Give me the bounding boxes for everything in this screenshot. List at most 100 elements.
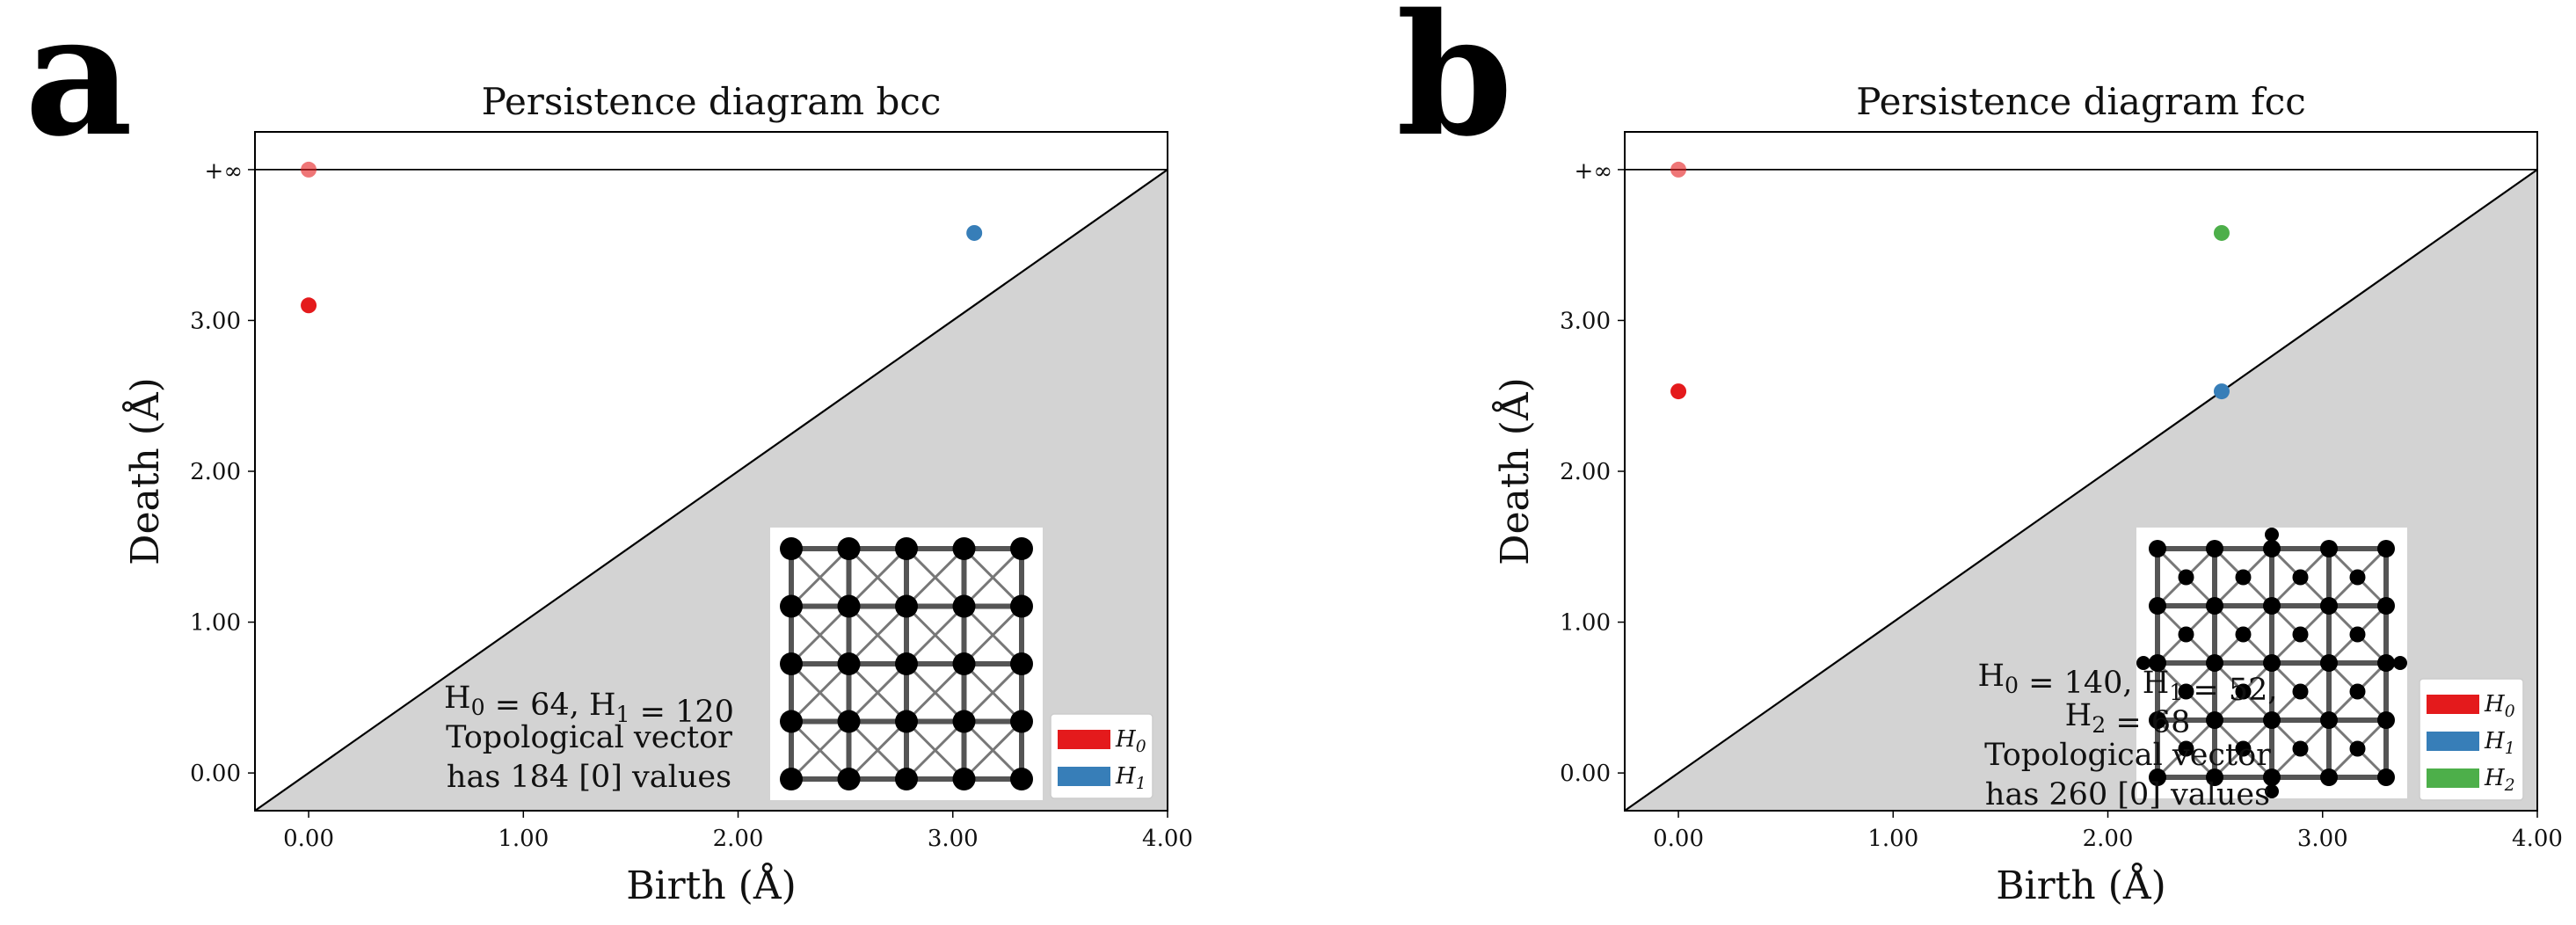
panel-letter-a: a bbox=[25, 0, 133, 173]
y-tick-label: 3.00 bbox=[190, 308, 241, 334]
y-tick-label-infinity: +∞ bbox=[1575, 158, 1612, 185]
x-tick-label: 1.00 bbox=[1867, 826, 1918, 852]
atom bbox=[2349, 683, 2366, 700]
y-tick-label-infinity: +∞ bbox=[205, 158, 243, 185]
atom bbox=[2265, 784, 2279, 798]
atom bbox=[2263, 768, 2281, 786]
atom bbox=[2265, 528, 2279, 542]
point-h2 bbox=[2213, 224, 2230, 241]
diagonal-line bbox=[1624, 168, 2538, 812]
legend-swatch-h0 bbox=[1058, 730, 1110, 749]
atom bbox=[1010, 537, 1033, 560]
legend-label-h1: H1 bbox=[2484, 728, 2515, 758]
x-tick-label: 2.00 bbox=[2083, 826, 2134, 852]
bond bbox=[963, 605, 1023, 666]
x-tick-label: 3.00 bbox=[928, 826, 979, 852]
x-tick-label: 0.00 bbox=[1653, 826, 1704, 852]
bond bbox=[790, 662, 850, 723]
point-h1 bbox=[966, 224, 983, 241]
atom bbox=[780, 710, 803, 733]
bond bbox=[905, 547, 965, 608]
atom bbox=[2235, 683, 2252, 700]
atom bbox=[1010, 594, 1033, 618]
y-tick-label: 2.00 bbox=[1560, 459, 1611, 485]
x-axis-label: Birth (Å) bbox=[626, 862, 797, 908]
point-h0 bbox=[1670, 161, 1687, 178]
atom bbox=[780, 652, 803, 675]
atom bbox=[837, 768, 861, 790]
atom bbox=[2292, 683, 2309, 700]
y-tick-label: 0.00 bbox=[190, 761, 241, 787]
atom bbox=[2178, 626, 2194, 643]
bond bbox=[790, 720, 850, 781]
atom bbox=[895, 710, 918, 733]
annotation-line: has 184 [0] values bbox=[447, 760, 731, 795]
bond bbox=[790, 547, 850, 608]
legend-swatch-h1 bbox=[2427, 732, 2479, 751]
atom bbox=[2206, 540, 2223, 557]
bond bbox=[790, 605, 850, 666]
chart-title: Persistence diagram bcc bbox=[482, 80, 942, 123]
y-tick-label: 1.00 bbox=[1560, 610, 1611, 637]
atom bbox=[2136, 656, 2150, 670]
atom bbox=[952, 768, 976, 790]
annotation-line: has 260 [0] values bbox=[1985, 777, 2270, 812]
legend-swatch-h0 bbox=[2427, 695, 2479, 714]
atom bbox=[952, 537, 976, 560]
panel-letter-b: b bbox=[1396, 0, 1513, 173]
atom bbox=[2206, 654, 2223, 672]
atom bbox=[2377, 711, 2395, 729]
atom bbox=[2149, 654, 2166, 672]
bond bbox=[963, 547, 1023, 608]
bond bbox=[905, 720, 965, 781]
atom bbox=[895, 652, 918, 675]
atom bbox=[952, 710, 976, 733]
x-tick-label: 4.00 bbox=[2512, 826, 2563, 852]
y-axis-label: Death (Å) bbox=[1491, 377, 1538, 565]
x-tick-label: 3.00 bbox=[2297, 826, 2348, 852]
atom bbox=[837, 594, 861, 618]
atom bbox=[2178, 569, 2194, 586]
atom bbox=[2349, 569, 2366, 586]
atom bbox=[2263, 597, 2281, 615]
bond bbox=[905, 605, 965, 666]
atom bbox=[2320, 711, 2338, 729]
atom bbox=[895, 594, 918, 618]
atom bbox=[1010, 710, 1033, 733]
y-tick-label: 3.00 bbox=[1560, 308, 1611, 334]
atom bbox=[895, 768, 918, 790]
x-tick-label: 1.00 bbox=[498, 826, 549, 852]
atom bbox=[2393, 656, 2407, 670]
atom bbox=[2263, 711, 2281, 729]
point-h1 bbox=[2213, 383, 2230, 400]
crystal-structure-image bbox=[780, 537, 1033, 790]
atom bbox=[2149, 540, 2166, 557]
x-tick-label: 0.00 bbox=[283, 826, 334, 852]
atom bbox=[952, 652, 976, 675]
atom bbox=[2320, 540, 2338, 557]
bond bbox=[848, 662, 908, 723]
legend-swatch-h1 bbox=[1058, 767, 1110, 786]
atom bbox=[2349, 626, 2366, 643]
atom bbox=[2292, 626, 2309, 643]
atom bbox=[2292, 569, 2309, 586]
atom bbox=[2206, 597, 2223, 615]
legend-label-h0: H0 bbox=[1115, 726, 1146, 756]
atom bbox=[1010, 768, 1033, 790]
atom bbox=[2178, 740, 2194, 757]
x-axis-label: Birth (Å) bbox=[1996, 862, 2166, 908]
point-h0 bbox=[1670, 383, 1687, 400]
atom bbox=[2349, 740, 2366, 757]
atom bbox=[2235, 626, 2252, 643]
atom bbox=[2263, 654, 2281, 672]
persistence-diagram-fcc: 0.00 1.00 2.00 3.00 4.00 0.00 1.00 2.00 3.00 +∞ Pe… bbox=[1491, 80, 2563, 908]
annotation-line: Topological vector bbox=[1984, 738, 2271, 773]
atom bbox=[780, 594, 803, 618]
diagonal-line bbox=[254, 168, 1168, 812]
atom bbox=[895, 537, 918, 560]
atom bbox=[2149, 768, 2166, 786]
atom bbox=[837, 710, 861, 733]
atom bbox=[1010, 652, 1033, 675]
legend-label-h2: H2 bbox=[2484, 765, 2515, 795]
